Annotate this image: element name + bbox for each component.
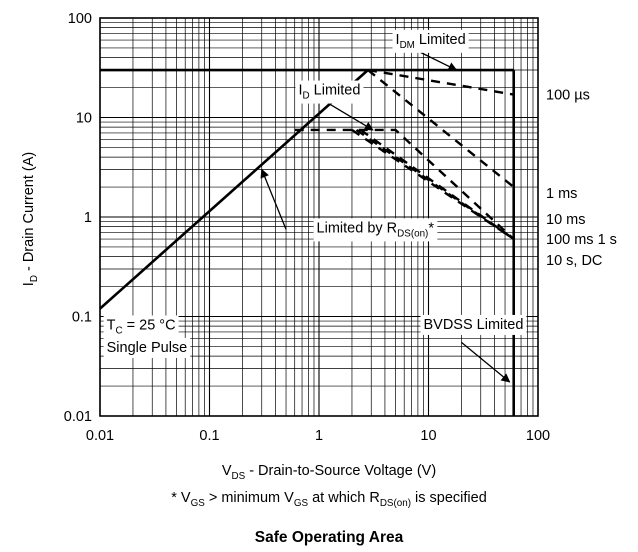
x-axis-title: VDS​ - Drain-to-Source Voltage (V) (222, 463, 436, 482)
annotation-bg-bvdss (420, 314, 527, 335)
annotation-idm-part: Limited (415, 32, 466, 48)
x-tick-label: 0.01 (86, 428, 114, 444)
annotation-pulse: Single Pulse (107, 340, 188, 356)
series-label-bg (544, 211, 588, 230)
annotation-pulse-part: Single Pulse (107, 340, 188, 356)
annotation-rds: Limited by RDS(on)​* (317, 220, 435, 239)
annotation-idm-part: DM (400, 40, 415, 51)
x-axis-title-part: DS (231, 471, 245, 482)
annotation-bg-pulse (103, 337, 191, 358)
chart-title: Safe Operating Area (255, 529, 404, 546)
annotation-id-part: Limited (310, 83, 361, 99)
series-label: 100 ms 1 s (546, 232, 617, 248)
annotation-bg-tc (103, 315, 179, 339)
y-tick-label: 1 (84, 210, 92, 226)
boundary-rds_on (99, 69, 369, 310)
y-tick-label: 100 (68, 11, 92, 27)
y-axis-title-part: D (29, 275, 40, 282)
footnote-part: GS (191, 498, 206, 509)
annotation-bg-rds (313, 218, 438, 242)
series-line-3 (351, 128, 515, 241)
footnote-part: * V (171, 490, 191, 506)
footnote-part: DS(on) (380, 498, 411, 509)
y-tick-label: 0.1 (72, 310, 92, 326)
annotation-bg-id (295, 80, 364, 104)
annotation-arrow-id (327, 102, 374, 131)
x-tick-label: 10 (420, 428, 436, 444)
annotation-arrow-idm (420, 51, 458, 71)
x-tick-label: 1 (315, 428, 323, 444)
series-label-bg (544, 184, 580, 203)
series-line-0 (367, 68, 514, 96)
annotation-rds-part: DS(on) (397, 228, 428, 239)
x-axis-title-part: - Drain-to-Source Voltage (V) (245, 463, 436, 479)
annotation-rds-part: Limited by R (317, 220, 398, 236)
annotation-tc: TC​ = 25 °C (107, 318, 176, 337)
series-label: 100 µs (546, 88, 590, 104)
footnote-part: GS (294, 498, 309, 509)
footnote-part: is specified (411, 490, 487, 506)
annotation-tc-part: = 25 °C (123, 318, 176, 334)
y-axis-title: ID​ - Drain Current (A) (21, 152, 40, 286)
footnote-part: at which R (308, 490, 380, 506)
y-axis-title-part: - Drain Current (A) (21, 152, 37, 275)
series-label: 1 ms (546, 186, 577, 202)
annotation-tc-part: C (116, 326, 123, 337)
annotation-arrow-bvdss (461, 341, 511, 383)
annotation-tc-part: T (107, 318, 116, 334)
series-line-2 (294, 128, 515, 240)
annotation-arrow-rds (260, 168, 287, 230)
annotation-idm: IDM​ Limited (396, 32, 466, 51)
series-label-bg (544, 251, 605, 270)
y-tick-label: 0.01 (64, 409, 92, 425)
x-tick-label: 100 (526, 428, 550, 444)
series-label: 10 ms (546, 212, 586, 228)
footnote-part: > minimum V (205, 490, 294, 506)
y-tick-label: 10 (76, 111, 92, 127)
series-label-bg (544, 86, 592, 105)
series-label: 10 s, DC (546, 253, 602, 269)
series-label-bg (544, 231, 619, 250)
annotation-bg-idm (392, 29, 469, 53)
annotation-bvdss: BVDSS Limited (423, 317, 523, 333)
plot-frame (99, 17, 539, 417)
annotation-id: ID​ Limited (299, 83, 361, 102)
footnote: * VGS​ > minimum VGS​ at which RDS(on)​ … (171, 490, 487, 509)
annotation-bvdss-part: BVDSS Limited (423, 317, 523, 333)
x-tick-label: 0.1 (199, 428, 219, 444)
x-axis-title-part: V (222, 463, 232, 479)
annotation-rds-part: * (428, 220, 434, 236)
annotation-id-part: I (299, 83, 303, 99)
annotation-idm-part: I (396, 32, 400, 48)
annotation-id-part: D (303, 91, 310, 102)
y-axis-title-part: I (21, 282, 37, 286)
